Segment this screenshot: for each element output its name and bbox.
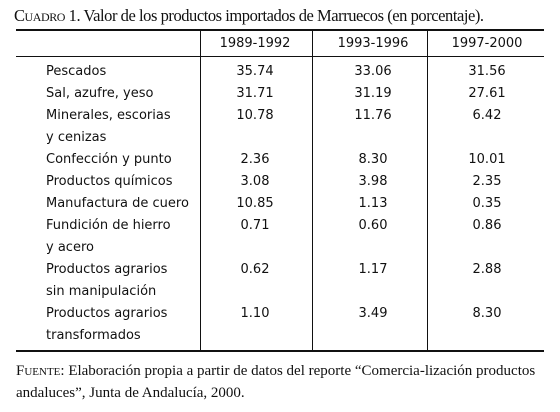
row-label: Pescados [46,64,107,79]
row-label-continuation: transformados [46,328,141,343]
source-text: Elaboración propia a partir de datos del… [16,363,536,401]
column-header: 1993-1996 [337,36,409,51]
cell-value: 3.49 [358,306,388,321]
row-label: Productos agrarios [46,262,168,277]
cell-value: 1.10 [240,306,270,321]
row-label: Manufactura de cuero [46,196,189,211]
cell-value: 8.30 [358,152,388,167]
cell-value: 6.42 [472,108,502,123]
cell-value: 31.71 [236,86,274,101]
cell-value: 11.76 [354,108,392,123]
row-label-continuation: y cenizas [46,130,107,145]
row-label: Sal, azufre, yeso [46,86,154,101]
row-label-continuation: y acero [46,240,94,255]
column-header: 1997-2000 [451,36,523,51]
table-bottom-rule [16,350,544,352]
caption-label: Cuadro 1. [14,6,81,25]
row-label: Minerales, escorias [46,108,171,123]
caption-text: Valor de los productos importados de Mar… [80,6,485,25]
source-note: Fuente: Elaboración propia a partir de d… [16,360,536,404]
cell-value: 0.60 [358,218,388,233]
cell-value: 35.74 [236,64,274,79]
cell-value: 2.36 [240,152,270,167]
cell-value: 27.61 [468,86,506,101]
cell-value: 1.13 [358,196,388,211]
cell-value: 0.35 [472,196,502,211]
source-label: Fuente: [16,363,65,379]
column-divider [427,29,428,351]
column-header: 1989-1992 [219,36,291,51]
header-bottom-rule [16,56,544,57]
cell-value: 10.78 [236,108,274,123]
column-divider [200,29,201,351]
cell-value: 2.35 [472,174,502,189]
cell-value: 31.56 [468,64,506,79]
column-divider [312,29,313,351]
table-top-rule [16,29,544,31]
cell-value: 10.01 [468,152,506,167]
cell-value: 0.86 [472,218,502,233]
cell-value: 10.85 [236,196,274,211]
row-label: Fundición de hierro [46,218,171,233]
row-label: Confección y punto [46,152,172,167]
cell-value: 33.06 [354,64,392,79]
cell-value: 1.17 [358,262,388,277]
row-label: Productos químicos [46,174,173,189]
cell-value: 3.98 [358,174,388,189]
cell-value: 3.08 [240,174,270,189]
row-label-continuation: sin manipulación [46,284,157,299]
cell-value: 0.71 [240,218,270,233]
cell-value: 2.88 [472,262,502,277]
row-label: Productos agrarios [46,306,168,321]
cell-value: 0.62 [240,262,270,277]
table-caption: Cuadro 1. Valor de los productos importa… [14,6,554,26]
cell-value: 8.30 [472,306,502,321]
cell-value: 31.19 [354,86,392,101]
